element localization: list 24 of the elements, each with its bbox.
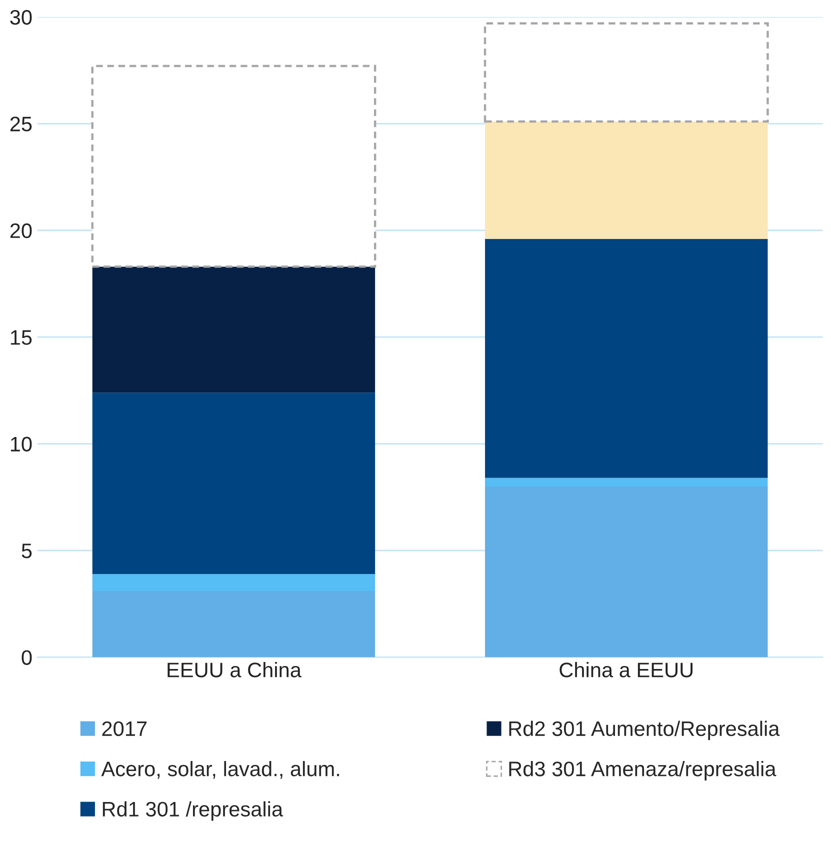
bar — [484, 22, 769, 123]
bar — [92, 392, 376, 574]
bar — [485, 486, 768, 658]
y-tick-label: 25 — [10, 116, 32, 132]
y-tick-label: 30 — [10, 10, 32, 25]
y-tick-label: 10 — [10, 436, 32, 452]
legend-label: Rd2 301 Aumento/Represalia — [509, 720, 780, 740]
legend-label: Rd3 301 Amenaza/represalia — [509, 761, 776, 780]
bar — [91, 64, 376, 268]
y-tick-label: 0 — [22, 650, 32, 665]
bar — [92, 574, 376, 592]
bar — [92, 266, 376, 393]
bar — [485, 122, 768, 239]
legend-label: Rd1 301 /represalia — [102, 801, 284, 821]
x-tick-label: EEUU a China — [168, 662, 302, 678]
y-tick-label: 5 — [22, 544, 32, 558]
legend-label: Acero, solar, lavad., alum. — [101, 761, 340, 779]
legend-label: 2017 — [102, 721, 147, 736]
bar — [485, 478, 768, 486]
bar — [92, 591, 376, 658]
y-tick-label: 15 — [10, 330, 32, 345]
y-tick-label: 20 — [10, 223, 32, 238]
bar — [485, 238, 768, 478]
x-tick-label: China a EEUU — [560, 662, 692, 678]
